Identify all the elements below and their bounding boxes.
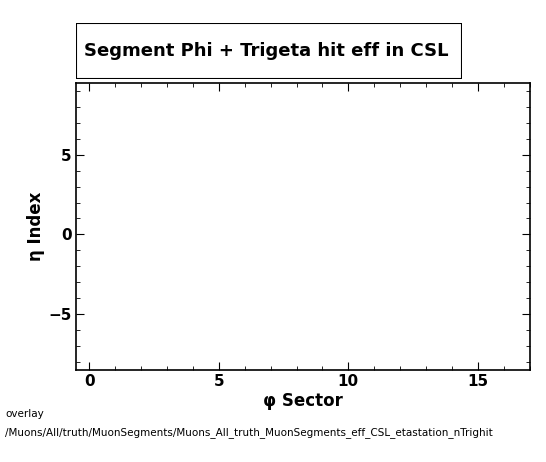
- X-axis label: φ Sector: φ Sector: [263, 392, 343, 410]
- Text: overlay: overlay: [5, 409, 44, 419]
- Text: /Muons/All/truth/MuonSegments/Muons_All_truth_MuonSegments_eff_CSL_etastation_nT: /Muons/All/truth/MuonSegments/Muons_All_…: [5, 427, 493, 438]
- Y-axis label: η Index: η Index: [27, 192, 45, 261]
- Text: Segment Phi + Trigeta hit eff in CSL: Segment Phi + Trigeta hit eff in CSL: [84, 42, 449, 60]
